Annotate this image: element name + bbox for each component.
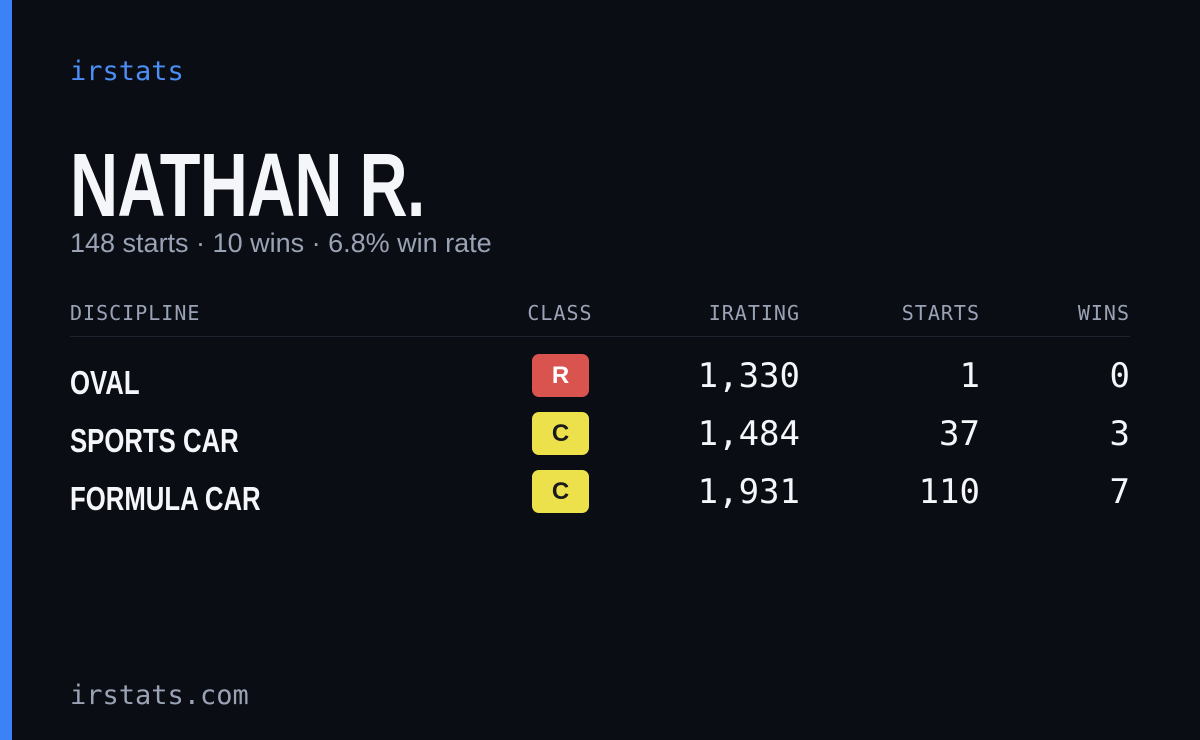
irating: 1,931 bbox=[697, 472, 800, 512]
driver-name: NATHAN R. bbox=[70, 136, 425, 236]
accent-bar bbox=[0, 0, 12, 740]
discipline: OVAL bbox=[70, 364, 140, 401]
column-header: CLASS bbox=[527, 301, 593, 325]
divider bbox=[70, 336, 1130, 337]
column-header: IRATING bbox=[708, 301, 800, 325]
column-header: STARTS bbox=[901, 301, 980, 325]
wins: 7 bbox=[1109, 472, 1130, 512]
brand: irstats bbox=[70, 56, 184, 87]
irating: 1,484 bbox=[697, 414, 800, 454]
column-header: DISCIPLINE bbox=[70, 301, 201, 325]
starts: 37 bbox=[939, 414, 980, 454]
column-header: WINS bbox=[1077, 301, 1130, 325]
class-badge: R bbox=[532, 354, 589, 397]
discipline: FORMULA CAR bbox=[70, 480, 261, 517]
summary: 148 starts · 10 wins · 6.8% win rate bbox=[70, 228, 492, 258]
discipline: SPORTS CAR bbox=[70, 422, 239, 459]
starts: 110 bbox=[918, 472, 980, 512]
class-badge: C bbox=[532, 412, 589, 455]
irating: 1,330 bbox=[697, 356, 800, 396]
wins: 3 bbox=[1109, 414, 1130, 454]
class-badge: C bbox=[532, 470, 589, 513]
starts: 1 bbox=[959, 356, 980, 396]
wins: 0 bbox=[1109, 356, 1130, 396]
footer-site: irstats.com bbox=[70, 680, 249, 711]
